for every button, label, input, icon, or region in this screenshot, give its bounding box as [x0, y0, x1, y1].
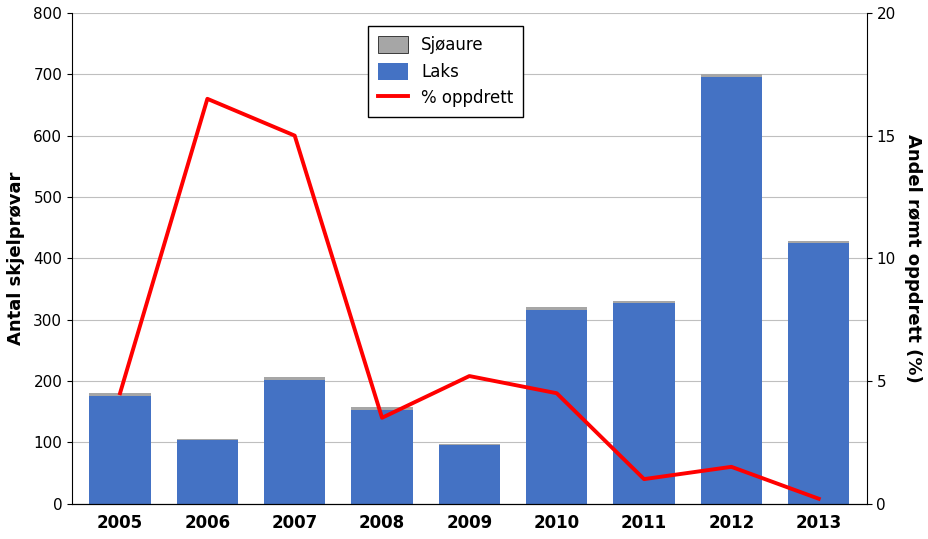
Bar [787, 243, 848, 503]
Bar [351, 410, 412, 503]
Bar [351, 407, 412, 410]
Legend: Sjøaure, Laks, % oppdrett: Sjøaure, Laks, % oppdrett [367, 26, 522, 118]
Bar [89, 393, 150, 396]
Bar [264, 380, 325, 503]
Bar [264, 377, 325, 380]
Bar [700, 78, 761, 503]
Bar [700, 74, 761, 78]
Bar [525, 307, 586, 310]
Y-axis label: Antal skjelprøvar: Antal skjelprøvar [6, 171, 25, 345]
Bar [438, 444, 499, 445]
Bar [176, 440, 238, 503]
Bar [612, 303, 674, 503]
Bar [612, 301, 674, 303]
Bar [89, 396, 150, 503]
Y-axis label: Andel rømt oppdrett (%): Andel rømt oppdrett (%) [903, 134, 922, 383]
Bar [176, 439, 238, 440]
Bar [438, 445, 499, 503]
Bar [787, 240, 848, 243]
Bar [525, 310, 586, 503]
